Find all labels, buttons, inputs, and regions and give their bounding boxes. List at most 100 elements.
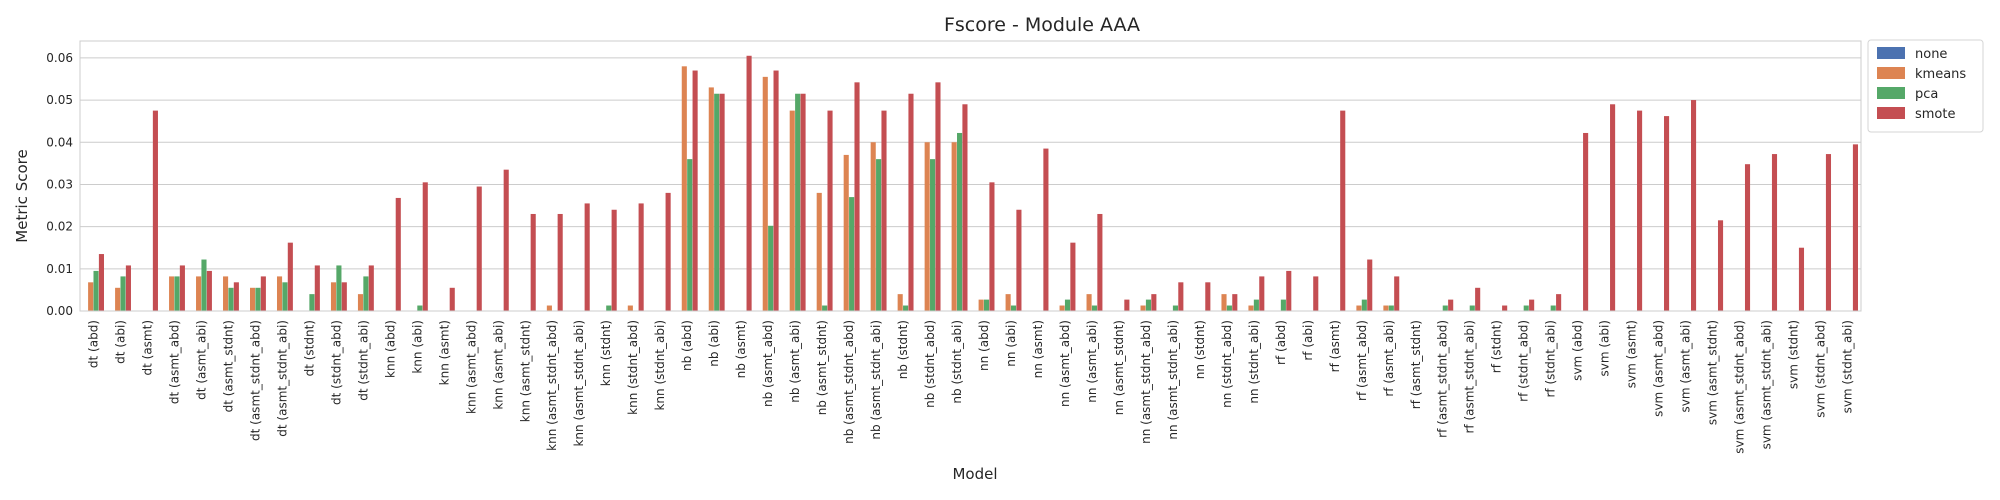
bar-kmeans (1221, 294, 1227, 312)
bar-kmeans (1059, 305, 1065, 311)
x-tick-label: rf (asmt_stdnt_abi) (1463, 320, 1477, 434)
bar-smote (260, 276, 266, 311)
x-tick-label: nn (asmt_stdnt_abi) (1166, 320, 1180, 440)
x-tick-label: nb (asmt_abi) (788, 320, 802, 403)
legend-label-pca: pca (1915, 87, 1938, 102)
x-tick-label: svm (abi) (1598, 320, 1612, 377)
bar-pca (876, 159, 882, 312)
x-tick-label: nn (abd) (977, 320, 991, 371)
bar-smote (935, 82, 941, 311)
bar-kmeans (627, 305, 633, 311)
x-tick-label: nn (stdnt) (1193, 320, 1207, 379)
bar-pca (363, 276, 369, 311)
bar-pca (1523, 305, 1529, 311)
x-tick-label: nn (asmt_stdnt) (1112, 320, 1126, 415)
y-tick-label: 0.02 (46, 220, 73, 234)
legend: none kmeans pca smote (1867, 39, 1984, 133)
x-tick-label: svm (stdnt_abd) (1814, 320, 1828, 418)
x-tick-label: dt (stdnt_abi) (356, 320, 370, 401)
bar-kmeans (843, 154, 849, 311)
bar-pca (1388, 305, 1394, 311)
bar-kmeans (1140, 305, 1146, 311)
x-tick-label: nn (stdnt_abd) (1220, 320, 1234, 408)
x-tick-label: nb (stdnt_abd) (923, 320, 937, 408)
bar-pca (849, 197, 855, 311)
bar-kmeans (1086, 294, 1092, 312)
bar-pca (1091, 305, 1098, 311)
y-tick-label: 0.06 (46, 51, 73, 65)
x-tick-label: svm (stdnt) (1787, 320, 1801, 389)
x-tick-label: dt (asmt_abd) (167, 320, 181, 404)
bar-pca (903, 305, 909, 311)
x-tick-label: nn (stdnt_abi) (1247, 320, 1261, 404)
x-tick-label: nn (abi) (1004, 320, 1018, 367)
bar-pca (795, 93, 801, 311)
bar-smote (1744, 164, 1751, 311)
bar-smote (881, 110, 887, 311)
grid-lines (80, 57, 1861, 312)
bar-kmeans (546, 305, 552, 311)
bar-smote (476, 186, 482, 311)
bar-pca (930, 159, 936, 312)
bar-smote (1475, 287, 1481, 311)
x-tick-label: rf (stdnt_abd) (1517, 320, 1531, 402)
bar-smote (827, 110, 833, 311)
bar-pca (606, 305, 612, 311)
legend-label-kmeans: kmeans (1915, 67, 1966, 82)
bar-kmeans (330, 282, 337, 311)
x-tick-label: svm (asmt_stdnt_abi) (1760, 320, 1774, 449)
bar-pca (957, 132, 963, 311)
bar-pca (1064, 299, 1071, 311)
bar-smote (962, 104, 968, 311)
x-tick-label: nb (asmt_stdnt_abd) (842, 320, 856, 444)
x-tick-label: nb (asmt_stdnt) (815, 320, 829, 415)
x-tick-label: knn (stdnt) (599, 320, 613, 386)
x-tick-label: rf (stdnt_abi) (1544, 320, 1558, 398)
bar-kmeans (223, 276, 229, 311)
bar-pca (93, 270, 99, 311)
bar-kmeans (1248, 305, 1254, 311)
x-tick-labels: dt (abd) dt (abi) dt (asmt) dt (asmt_abd) dt… (86, 320, 1854, 454)
x-tick-label: rf (asmt_stdnt_abd) (1436, 320, 1450, 438)
bar-kmeans (357, 294, 364, 312)
bar-kmeans (789, 110, 795, 311)
bar-smote (1016, 209, 1022, 311)
x-tick-label: svm (asmt_stdnt_abd) (1733, 320, 1747, 454)
x-tick-label: knn (asmt_stdnt_abd) (545, 320, 559, 451)
bar-smote (665, 192, 671, 312)
bar-smote (692, 70, 698, 311)
bar-kmeans (951, 142, 957, 311)
bar-smote (800, 93, 806, 311)
y-tick-label: 0.03 (46, 177, 73, 191)
bar-pca (1280, 299, 1286, 311)
bar-pca (1361, 299, 1367, 311)
bar-smote (1556, 294, 1562, 312)
bar-smote (989, 182, 995, 311)
bar-kmeans (870, 142, 876, 311)
bar-smote (1394, 276, 1400, 311)
bar-smote (1043, 148, 1049, 311)
bar-smote (1610, 104, 1616, 311)
bar-smote (1286, 270, 1292, 311)
x-tick-label: rf (asmt_stdnt) (1409, 320, 1423, 409)
bar-smote (1583, 132, 1589, 311)
x-tick-label: rf (abd) (1274, 320, 1288, 365)
bar-pca (174, 276, 180, 311)
x-axis-label: Model (952, 465, 997, 483)
y-axis-label: Metric Score (13, 149, 31, 242)
bar-pca (1469, 305, 1475, 311)
bar-smote (584, 203, 590, 311)
bar-smote (152, 110, 158, 311)
bar-smote (1232, 294, 1238, 312)
y-tick-label: 0.00 (46, 304, 73, 318)
bar-smote (773, 70, 779, 311)
x-tick-label: dt (stdnt_abd) (329, 320, 343, 405)
bar-smote (638, 203, 644, 311)
x-tick-label: svm (asmt) (1625, 320, 1639, 388)
bar-pca (336, 265, 342, 311)
bar-pca (228, 287, 234, 311)
bar-smote (233, 282, 239, 311)
bar-smote (1367, 259, 1373, 311)
y-tick-label: 0.05 (46, 93, 73, 107)
